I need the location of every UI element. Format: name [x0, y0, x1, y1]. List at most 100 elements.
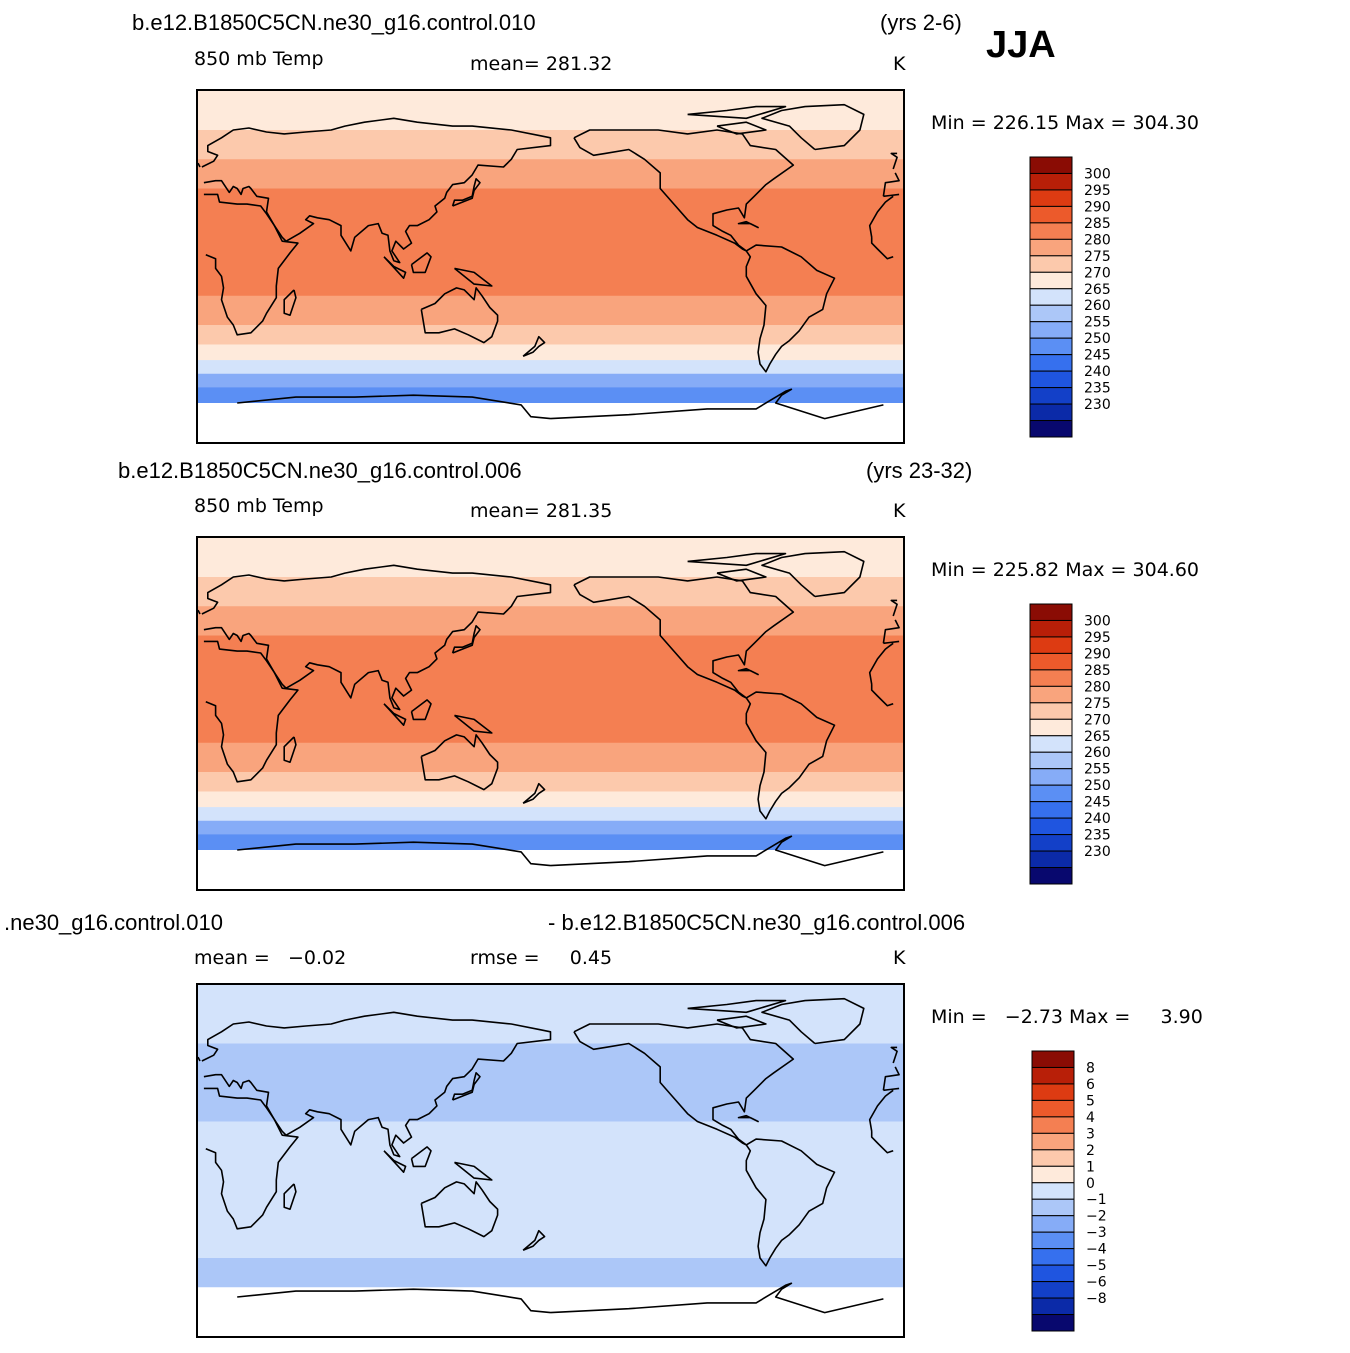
panel3-map-coastline	[745, 1138, 836, 1267]
panel2-years: (yrs 23-32)	[866, 458, 973, 483]
panel3-mean: mean = −0.02	[194, 947, 347, 969]
panel3-colorbar-tick-label: −2	[1086, 1209, 1107, 1225]
panel3-colorbar-tick-label: 1	[1086, 1159, 1095, 1175]
panel3-case-right: - b.e12.B1850C5CN.ne30_g16.control.006	[548, 910, 966, 935]
panel1-colorbar-swatch	[1029, 288, 1073, 306]
panel1-colorbar-swatch	[1029, 205, 1073, 224]
panel3-colorbar-swatch	[1031, 1165, 1075, 1184]
panel3-map-band	[198, 1258, 903, 1288]
panel1-colorbar-swatch	[1029, 354, 1073, 372]
panel3-map-svg	[198, 985, 903, 1336]
panel3-map-coastline	[237, 1282, 884, 1314]
panel1-units: K	[893, 53, 906, 75]
panel1-map-coastline	[687, 105, 787, 120]
panel2-colorbar-tick-label: 280	[1084, 679, 1111, 695]
panel2-map-svg	[198, 538, 903, 889]
panel2-variable: 850 mb Temp	[194, 495, 324, 517]
panel3-map-coastline	[761, 997, 865, 1045]
panel3-units: K	[893, 947, 906, 969]
panel1-colorbar-tick-label: 260	[1084, 298, 1111, 314]
panel3-map-coastlines	[198, 997, 900, 1314]
panel3-map-coastline	[687, 999, 787, 1014]
panel1-colorbar-swatch	[1029, 370, 1073, 389]
panel3-colorbar-tick-label: 5	[1086, 1093, 1095, 1109]
panel2-case-title: b.e12.B1850C5CN.ne30_g16.control.006	[118, 458, 522, 483]
panel3-map-band	[198, 1043, 903, 1122]
panel3-colorbar-swatch	[1031, 1099, 1075, 1118]
panel1-colorbar-swatch	[1029, 304, 1073, 323]
panel3-colorbar-swatch	[1031, 1066, 1075, 1085]
panel2-map-coastline	[453, 714, 493, 734]
panel3-colorbar-tick-label: −8	[1086, 1291, 1107, 1307]
panel1-colorbar: 300 295 290 285 280 275 270 265 260 255 250 245 240 2…	[1029, 156, 1150, 439]
panel1-map-coastline	[737, 220, 759, 229]
panel1-colorbar-tick-label: 245	[1084, 348, 1111, 364]
panel2-colorbar-swatch	[1029, 751, 1073, 770]
panel3-colorbar-swatch	[1031, 1149, 1075, 1167]
panel3-colorbar-swatch	[1031, 1264, 1075, 1283]
panel2-colorbar-swatch	[1029, 784, 1073, 803]
panel2-colorbar-swatch	[1029, 867, 1073, 885]
panel1-mean: mean= 281.32	[470, 53, 613, 75]
panel1-colorbar-swatch	[1029, 337, 1073, 356]
panel3-colorbar-tick-label: 8	[1086, 1060, 1095, 1076]
panel2-colorbar-swatch	[1029, 834, 1073, 852]
panel1-map-band	[198, 387, 903, 404]
panel2-map-coastline	[283, 736, 297, 763]
panel1-map-band	[198, 403, 903, 442]
panel3-colorbar: 8 6 5 4 3 2 1 0 −1 −2 −3 −4 −5 −6 −8	[1031, 1050, 1152, 1333]
panel2-colorbar-swatch	[1029, 669, 1073, 687]
panel2-map-coastline	[687, 552, 787, 567]
season-label: JJA	[986, 24, 1056, 66]
panel1-map-band	[198, 344, 903, 361]
panel1-minmax: Min = 226.15 Max = 304.30	[931, 112, 1199, 134]
panel1-map-coastline	[453, 267, 493, 287]
panel1-map-coastline	[383, 256, 407, 279]
panel2-map-coastline	[383, 703, 407, 726]
panel3-map-coastline	[453, 1161, 493, 1181]
panel1-colorbar-tick-label: 280	[1084, 232, 1111, 248]
panel2-colorbar-tick-label: 300	[1084, 613, 1111, 629]
panel3-map-coastline	[451, 1072, 481, 1101]
panel2-colorbar-swatch	[1029, 850, 1073, 869]
panel1-colorbar-swatch	[1029, 321, 1073, 339]
panel1-colorbar-tick-label: 275	[1084, 249, 1111, 265]
panel3-colorbar-tick-label: −5	[1086, 1258, 1107, 1274]
panel3-colorbar-tick-label: 2	[1086, 1143, 1095, 1159]
panel3-minmax: Min = −2.73 Max = 3.90	[931, 1006, 1203, 1028]
panel3-colorbar-swatch	[1031, 1281, 1075, 1299]
panel3-colorbar-swatch	[1031, 1215, 1075, 1233]
panel2-colorbar-tick-label: 290	[1084, 646, 1111, 662]
panel3-map-coastline	[410, 1146, 432, 1168]
panel2-map-band	[198, 742, 903, 773]
panel1-map-coastline	[198, 152, 898, 170]
panel2-colorbar-swatch	[1029, 685, 1073, 704]
panel3-map-coastline	[420, 1181, 499, 1238]
panel2-colorbar-swatch	[1029, 636, 1073, 654]
panel2-minmax: Min = 225.82 Max = 304.60	[931, 559, 1199, 581]
panel2-map-coastline	[237, 835, 884, 867]
panel1-colorbar-tick-label: 250	[1084, 331, 1111, 347]
panel2-map-band	[198, 635, 903, 744]
panel2-colorbar-tick-label: 295	[1084, 630, 1111, 646]
panel1-map-svg	[198, 91, 903, 442]
panel3-map-band	[198, 1219, 903, 1259]
panel2-mean: mean= 281.35	[470, 500, 613, 522]
panel2-colorbar-tick-label: 260	[1084, 745, 1111, 761]
panel3-colorbar-swatch	[1031, 1231, 1075, 1250]
panel3-colorbar-tick-label: −3	[1086, 1225, 1107, 1241]
panel3-case-left: .ne30_g16.control.010	[4, 910, 223, 935]
panel2-map-coastline	[410, 699, 432, 721]
panel3-map-coastline	[737, 1114, 759, 1123]
panel2-colorbar-tick-label: 275	[1084, 696, 1111, 712]
panel3-map-coastline	[203, 1087, 894, 1230]
panel2-map-band	[198, 791, 903, 808]
panel2-colorbar-swatch	[1029, 801, 1073, 819]
panel1-map-coastline	[522, 335, 546, 357]
panel2-colorbar-swatch	[1029, 718, 1073, 737]
panel3-map-coastline	[201, 1011, 900, 1158]
panel2-map-coastline	[203, 640, 894, 783]
panel3-colorbar-tick-label: 3	[1086, 1126, 1095, 1142]
panel2-map-coastline	[716, 568, 767, 582]
panel1-colorbar-swatch	[1029, 189, 1073, 207]
